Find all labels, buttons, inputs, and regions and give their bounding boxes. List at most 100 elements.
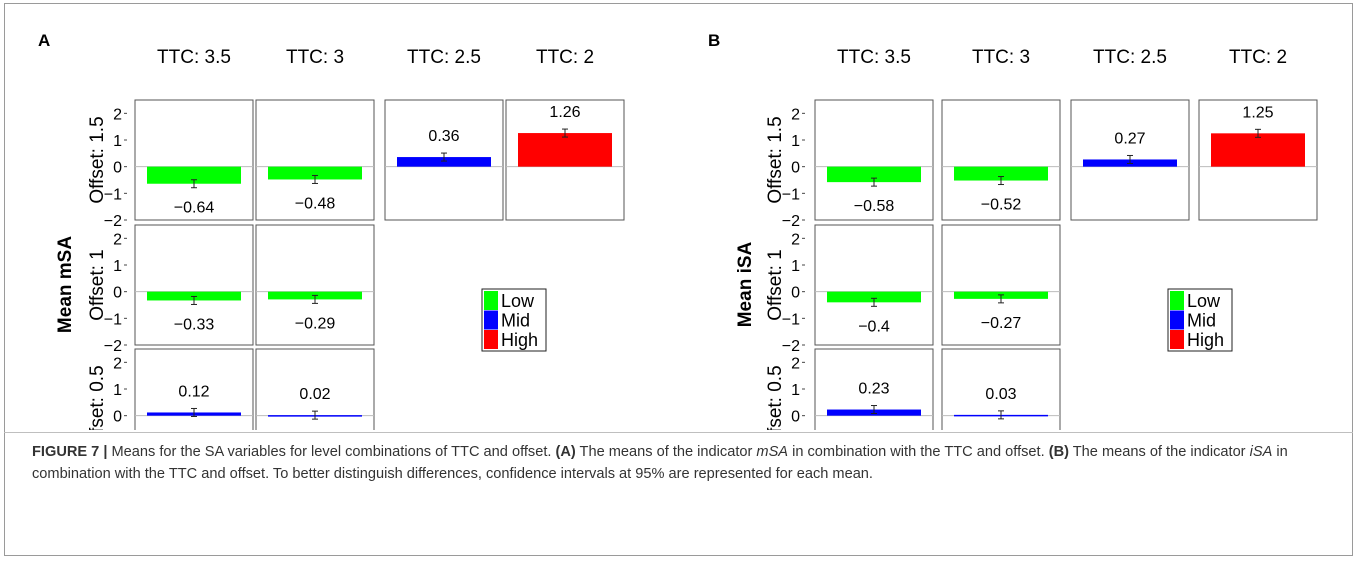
panel-a-y-tick-label: 1 [113,382,122,399]
panel-a-legend-swatch [484,310,498,330]
panel-b-y-tick-label: 0 [791,285,800,302]
panel-a-bar [147,166,241,184]
panel-b-column-header: TTC: 3.5 [837,47,911,68]
panel-a-y-tick-label: 2 [113,355,122,372]
panel-b-data-label: −0.52 [981,197,1022,214]
panel-b-data-label: 0.03 [985,386,1016,403]
panel-a-data-label: 0.02 [299,386,330,403]
panel-b-facet-panel [814,224,934,346]
panel-a-data-label: −0.33 [174,316,215,333]
panel-a-y-tick-label: −2 [104,213,122,230]
panel-b-row-header: Offset: 1 [765,249,786,320]
panel-a-y-tick-label: −2 [104,338,122,355]
caption-text-5: in combination with the TTC and offset. … [32,444,1288,482]
caption-text-3: in combination with the TTC and offset. [788,444,1049,460]
panel-a-y-tick-label: 1 [113,258,122,275]
caption-text-2: The means of the indicator [575,444,757,460]
panel-a-column-header: TTC: 3.5 [157,47,231,68]
panel-a-column-header: TTC: 2.5 [407,47,481,68]
panel-b-data-label: 0.23 [858,381,889,398]
panel-b-legend-label: High [1187,330,1224,350]
caption-var-msa: mSA [756,444,789,460]
panel-a-legend-label: High [501,330,538,350]
panel-b-y-tick-label: 2 [791,106,800,123]
panel-b-column-header: TTC: 2.5 [1093,47,1167,68]
panel-b-y-tick-label: 1 [791,133,800,150]
panel-b-legend-swatch [1170,330,1184,349]
panel-b-facet-panel [814,99,934,221]
panel-a-legend-label: Low [501,291,535,311]
panel-b-legend-label: Low [1187,291,1221,311]
figure-charts: A Mean mSA TTC: 3.5 TTC: 3 TTC: 2.5 TTC: 2 Off… [38,31,1318,430]
panel-a-row-header: Offset: 0.5 [87,365,108,430]
panel-b-y-tick-label: 2 [791,231,800,248]
panel-a-facet-panel [134,99,254,221]
panel-b-y-tick-label: 0 [791,160,800,177]
panel-b-facet-panel [814,348,934,430]
panel-b-y-tick-label: −1 [782,311,800,328]
figure-caption: FIGURE 7 | Means for the SA variables fo… [32,441,1332,485]
panel-b-column-header: TTC: 3 [972,47,1030,68]
panel-a-ylabel: Mean mSA [55,236,76,333]
caption-figure-label: FIGURE 7 | [32,444,108,460]
panel-b-ylabel: Mean iSA [735,241,756,327]
figure-frame [4,3,1353,556]
panel-a-data-label: 1.26 [549,104,580,121]
panel-a-y-tick-label: 1 [113,133,122,150]
panel-b-bar [954,166,1048,181]
panel-b-y-tick-label: 2 [791,355,800,372]
panel-b-y-tick-label: 1 [791,382,800,399]
panel-b-legend-label: Mid [1187,311,1216,331]
panel-b-y-tick-label: −2 [782,213,800,230]
panel-a-column-header: TTC: 2 [536,47,594,68]
panel-b-bar [1211,133,1305,167]
panel-a-legend-swatch [484,330,498,349]
panel-a-facet-panel [255,99,375,221]
panel-a-y-tick-label: −1 [104,186,122,203]
panel-b-legend-swatch [1170,310,1184,330]
panel-b-legend-swatch [1170,291,1184,310]
panel-b-facet-panel [941,99,1061,221]
caption-panel-b-label: (B) [1048,444,1069,460]
caption-text-4: The means of the indicator [1068,444,1250,460]
panel-b-facet-panel [941,224,1061,346]
panel-a-data-label: −0.29 [295,315,336,332]
panel-b-bar [827,166,921,183]
panel-b-data-label: −0.27 [981,315,1022,332]
panel-b-bar [827,291,921,303]
panel-a-data-label: 0.36 [428,128,459,145]
panel-a-data-label: 0.12 [178,383,209,400]
panel-a-y-tick-label: 0 [113,409,122,426]
panel-a-row-header: Offset: 1 [87,249,108,320]
panel-a-bar [268,166,362,180]
panel-b-data-label: 0.27 [1114,130,1145,147]
panel-b-y-tick-label: 0 [791,409,800,426]
panel-b-column-header: TTC: 2 [1229,47,1287,68]
panel-a-legend-swatch [484,291,498,310]
panel-a-facet-panel [134,224,254,346]
panel-b-data-label: −0.4 [858,318,890,335]
panel-a-y-tick-label: 2 [113,106,122,123]
panel-a-y-tick-label: 0 [113,285,122,302]
panel-a-y-tick-label: −1 [104,311,122,328]
panel-a-label: A [38,31,50,50]
panel-a-legend-label: Mid [501,311,530,331]
panel-b-y-tick-label: −2 [782,338,800,355]
panel-b-row-header: Offset: 1.5 [765,116,786,203]
panel-a-y-tick-label: 0 [113,160,122,177]
caption-text-1: Means for the SA variables for level com… [107,444,556,460]
panel-a-facet-panel [255,224,375,346]
panel-a-bar [397,157,491,167]
panel-a-column-header: TTC: 3 [286,47,344,68]
caption-panel-a-label: (A) [555,444,576,460]
panel-a-bar [518,133,612,167]
panel-b-y-tick-label: −1 [782,186,800,203]
caption-divider [4,432,1353,433]
caption-var-isa: iSA [1249,444,1273,460]
panel-b-y-tick-label: 1 [791,258,800,275]
panel-b-data-label: 1.25 [1242,104,1273,121]
panel-b-label: B [708,31,720,50]
panel-b-row-header: Offset: 0.5 [765,365,786,430]
panel-a-row-header: Offset: 1.5 [87,116,108,203]
panel-b-data-label: −0.58 [854,198,895,215]
